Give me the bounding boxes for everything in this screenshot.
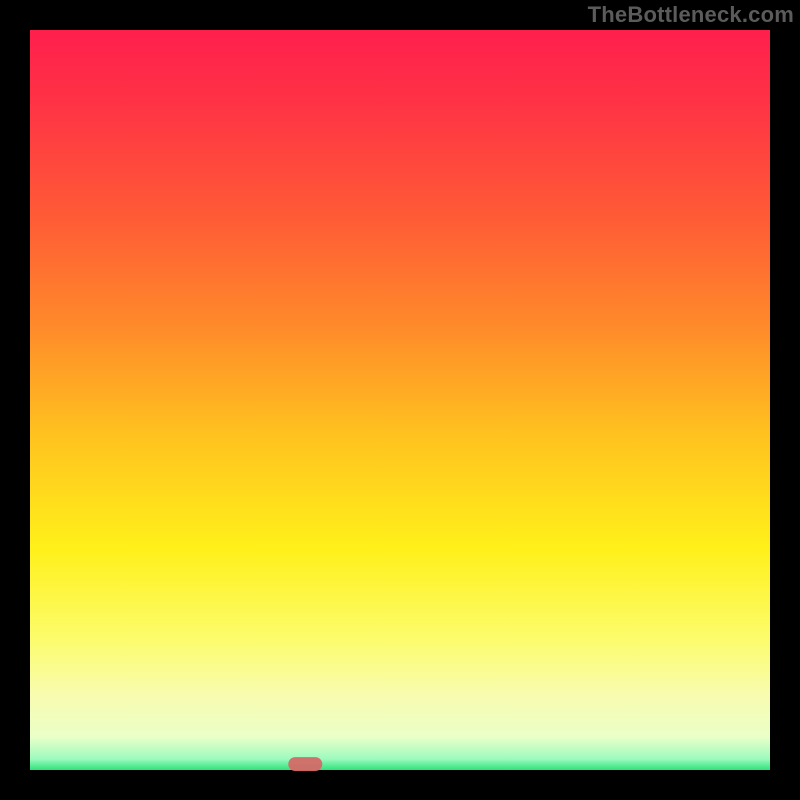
- watermark-text: TheBottleneck.com: [588, 2, 794, 28]
- plot-gradient: [30, 30, 770, 770]
- chart-container: TheBottleneck.com: [0, 0, 800, 800]
- optimal-point-marker: [288, 757, 322, 771]
- bottleneck-chart: [0, 0, 800, 800]
